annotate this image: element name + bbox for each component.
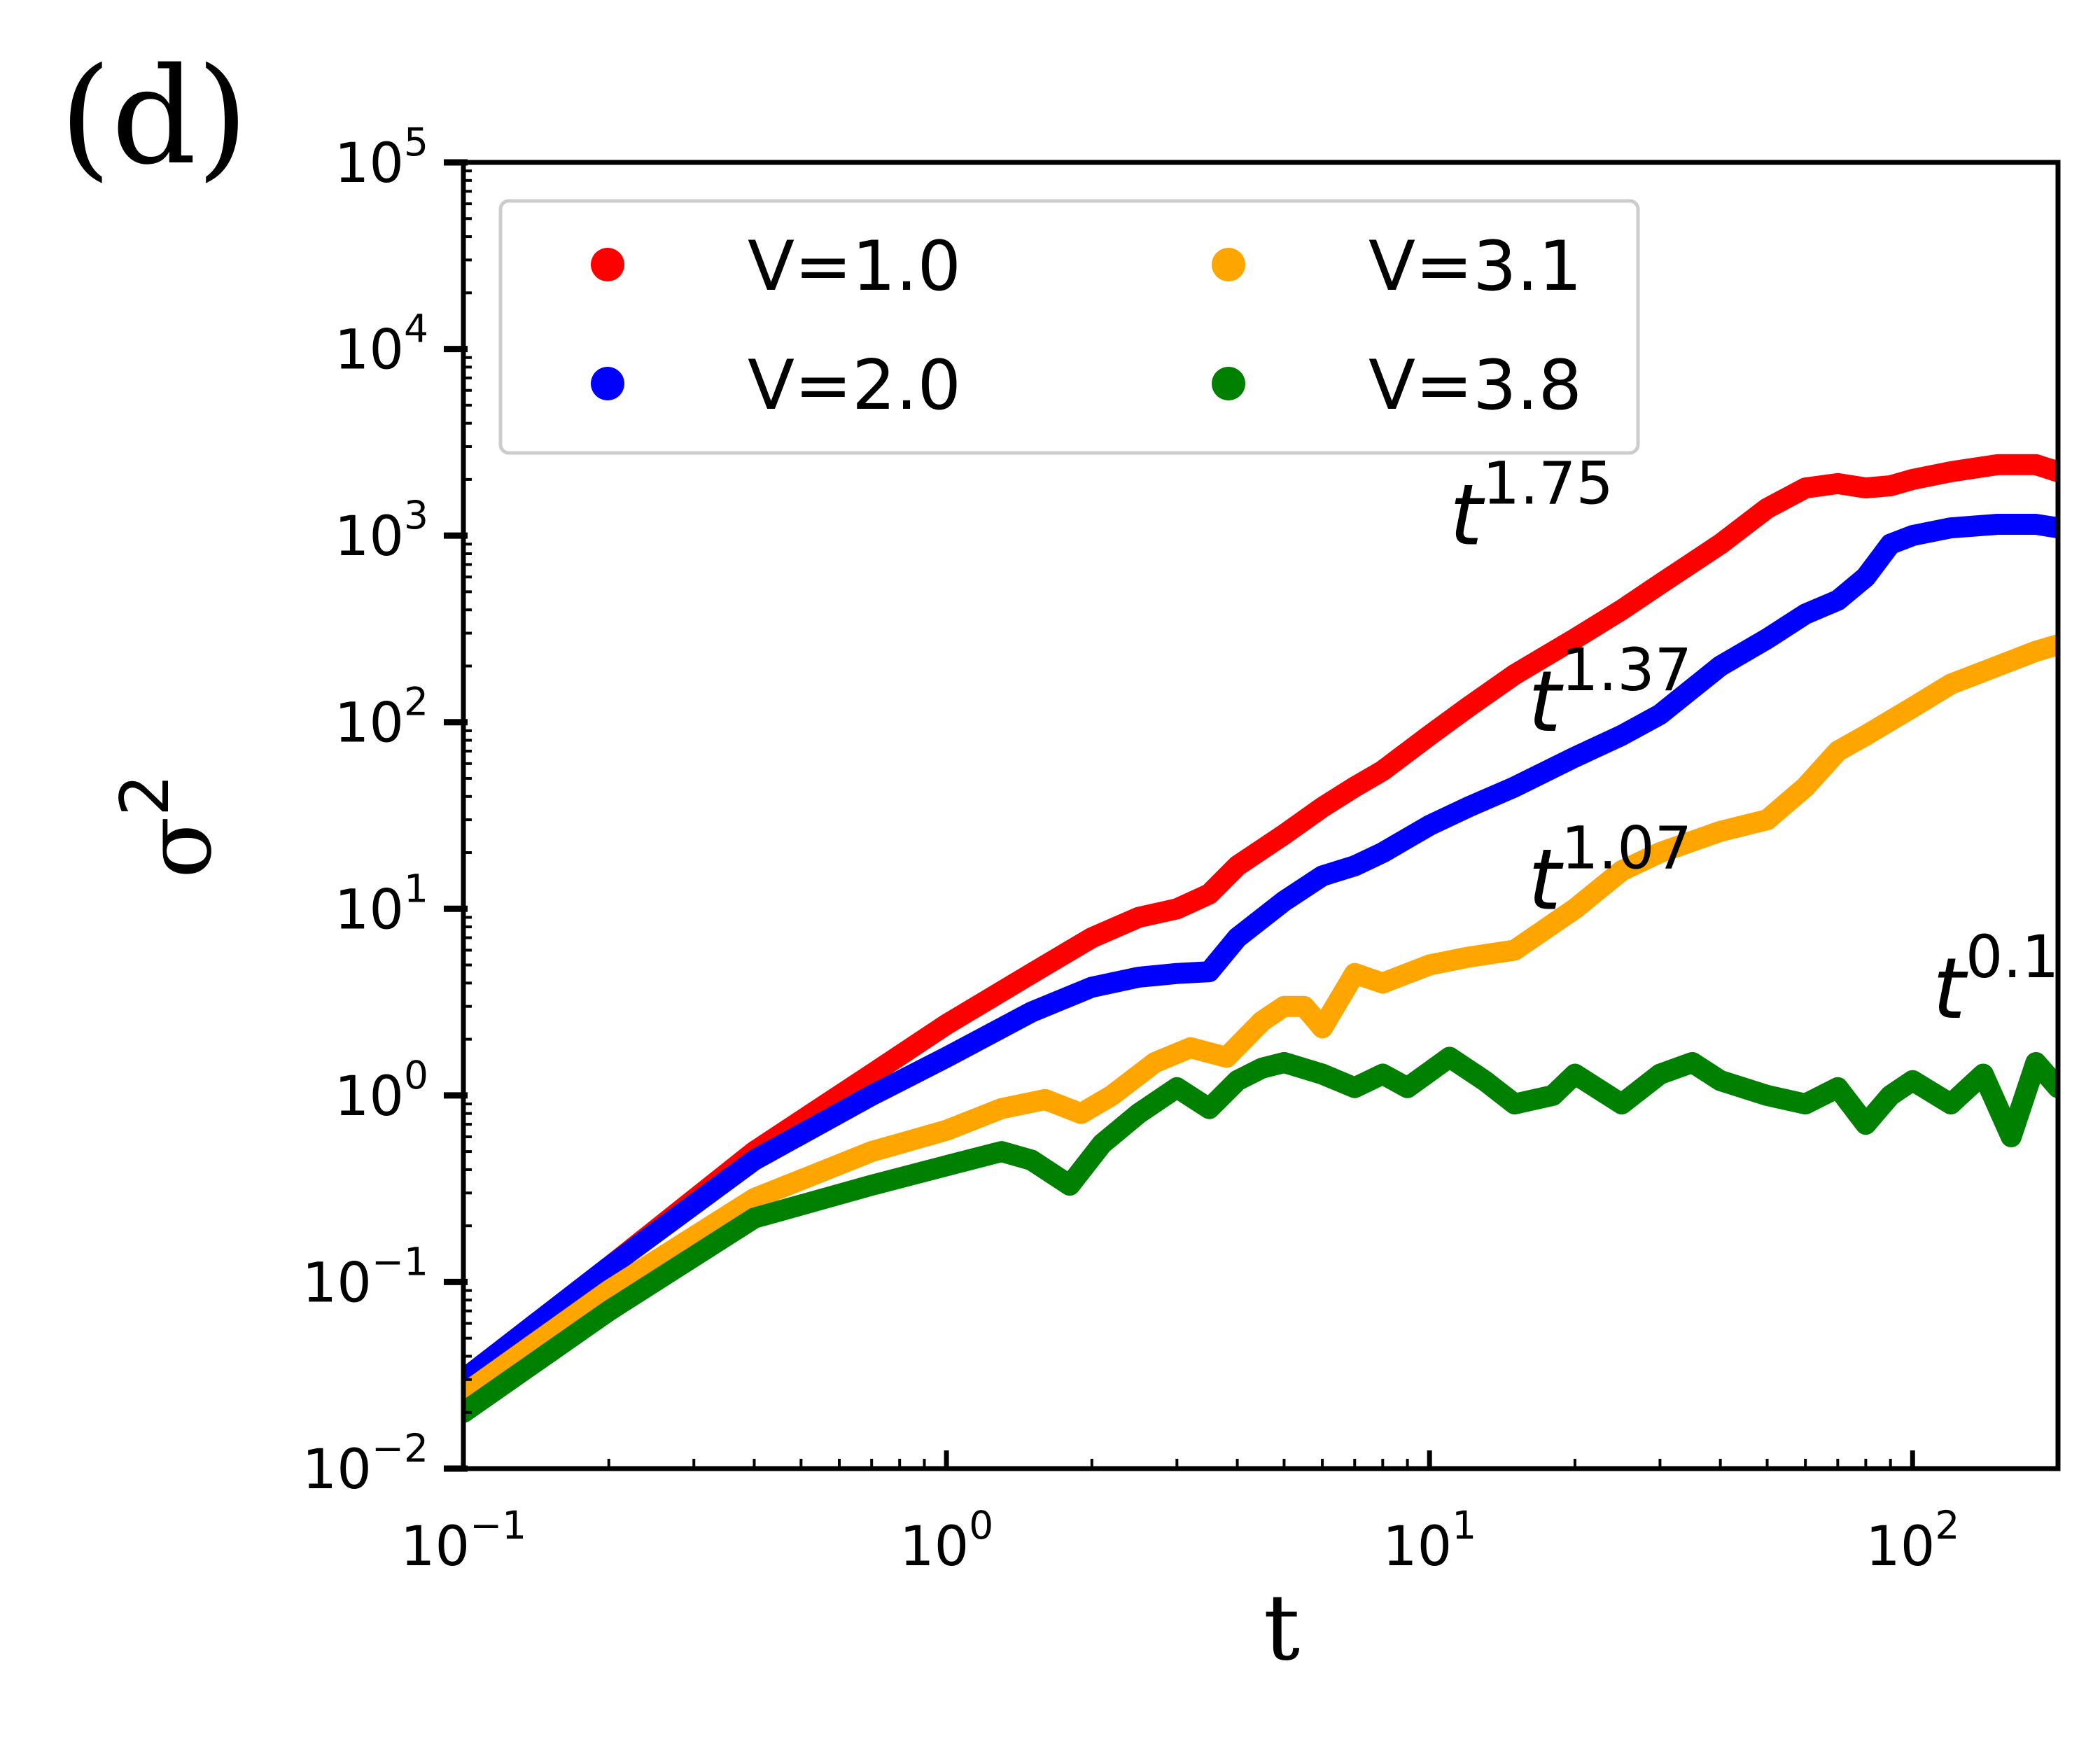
y-tick-label-exponent: 2	[404, 680, 428, 724]
series-line-V=1.0	[463, 454, 2058, 1390]
y-tick-label-base: 10	[335, 878, 404, 941]
legend-label: V=1.0	[748, 227, 961, 307]
annotation-exponent: 1.75	[1483, 449, 1614, 517]
series-line-V=3.1	[463, 634, 2058, 1405]
legend: V=1.0 V=2.0 V=3.1 V=3.8	[498, 199, 1640, 455]
x-tick-label: 100	[899, 1503, 993, 1578]
series-line-V=3.8	[463, 1046, 2058, 1423]
x-tick-label-base: 10	[899, 1516, 969, 1578]
axes-frame	[461, 160, 2061, 1471]
legend-label: V=3.8	[1368, 346, 1582, 426]
x-tick-label-base: 10	[1382, 1516, 1452, 1578]
legend-label: V=2.0	[748, 346, 961, 426]
annotation-base: t	[1528, 654, 1564, 751]
legend-marker	[1212, 367, 1245, 400]
scaling-annotation: t1.75	[1450, 449, 1614, 564]
legend-marker	[591, 248, 624, 281]
x-tick-label-exponent: −1	[470, 1503, 526, 1548]
y-tick-label-exponent: −1	[372, 1239, 428, 1284]
annotation-exponent: 0.1	[1966, 923, 2059, 991]
y-tick-label-exponent: 4	[404, 307, 428, 351]
x-tick-label-base: 10	[1865, 1516, 1935, 1578]
series-layer	[463, 454, 2058, 1423]
y-axis-label-exponent: 2	[107, 774, 184, 816]
y-tick-label: 10−1	[302, 1239, 428, 1315]
scaling-annotation: t1.37	[1528, 636, 1692, 751]
y-tick-label: 105	[335, 120, 428, 195]
y-tick-label-base: 10	[302, 1252, 372, 1315]
y-tick-label: 10−2	[302, 1426, 428, 1502]
x-tick-label: 101	[1382, 1503, 1476, 1578]
y-tick-label-base: 10	[335, 132, 404, 195]
x-tick-label: 10−1	[400, 1503, 526, 1578]
y-tick-label-base: 10	[302, 1438, 372, 1502]
x-tick-label-base: 10	[400, 1516, 470, 1578]
y-axis-label-base: σ	[125, 816, 232, 878]
y-tick-label-exponent: 3	[404, 493, 428, 538]
legend-label: V=3.1	[1368, 227, 1582, 307]
annotation-base: t	[1450, 467, 1485, 564]
x-tick-label-exponent: 0	[969, 1503, 993, 1548]
panel-label: (d)	[59, 39, 248, 194]
y-tick-label: 100	[335, 1053, 428, 1128]
y-tick-label-exponent: 0	[404, 1053, 428, 1098]
y-tick-label-exponent: 1	[404, 866, 428, 911]
y-tick-label: 102	[335, 680, 428, 755]
annotation-base: t	[1933, 941, 1968, 1038]
y-axis-label: σ2	[107, 774, 232, 878]
annotation-exponent: 1.07	[1561, 813, 1692, 882]
scaling-annotation: t0.1	[1933, 923, 2059, 1038]
y-tick-label-base: 10	[335, 319, 404, 382]
scaling-annotation: t1.07	[1528, 813, 1692, 929]
series-line-V=2.0	[463, 514, 2058, 1390]
legend-marker	[1212, 248, 1245, 281]
annotation-base: t	[1528, 832, 1564, 929]
y-tick-label-exponent: 5	[404, 120, 428, 164]
y-tick-label: 101	[335, 866, 428, 941]
legend-box	[498, 199, 1640, 455]
annotation-exponent: 1.37	[1561, 636, 1692, 704]
y-tick-label-base: 10	[335, 1065, 404, 1128]
x-tick-label: 102	[1865, 1503, 1959, 1578]
x-tick-label-exponent: 1	[1452, 1503, 1476, 1548]
y-tick-label: 103	[335, 493, 428, 568]
y-tick-label-base: 10	[335, 505, 404, 568]
x-axis-label: t	[1264, 1574, 1300, 1681]
legend-marker	[591, 367, 624, 400]
y-tick-label: 104	[335, 307, 428, 382]
y-tick-label-base: 10	[335, 692, 404, 755]
x-tick-label-exponent: 2	[1935, 1503, 1959, 1548]
y-tick-label-exponent: −2	[372, 1426, 428, 1471]
